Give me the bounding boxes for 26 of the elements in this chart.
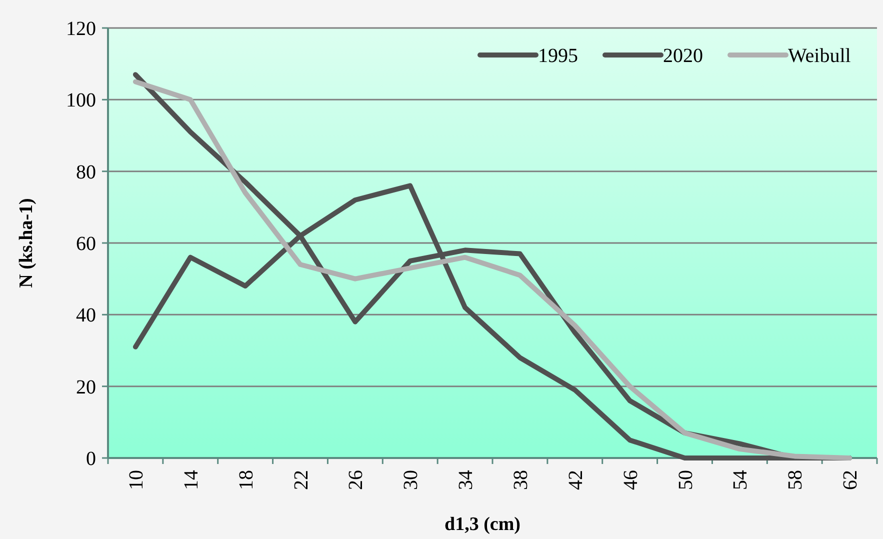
y-axis-title: N (ks.ha-1) — [16, 198, 37, 288]
x-tick-label: 10 — [125, 470, 148, 490]
x-tick-label: 54 — [730, 470, 752, 490]
x-tick-label: 26 — [345, 470, 368, 490]
legend-label: Weibull — [788, 45, 852, 67]
y-tick-label: 40 — [76, 304, 96, 327]
y-tick-label: 120 — [66, 18, 96, 40]
y-tick-label: 100 — [66, 90, 96, 112]
x-tick-label: 22 — [290, 470, 312, 490]
legend-label: 2020 — [663, 45, 703, 67]
x-tick-label: 42 — [564, 470, 587, 490]
y-tick-label: 80 — [76, 161, 96, 184]
y-tick-label: 0 — [86, 448, 96, 470]
y-tick-label: 60 — [76, 233, 96, 255]
x-tick-label: 46 — [620, 470, 642, 490]
x-tick-label: 50 — [674, 470, 697, 490]
y-tick-label: 20 — [76, 376, 96, 398]
x-tick-label: 18 — [235, 470, 258, 490]
x-axis-title: d1,3 (cm) — [444, 514, 520, 535]
x-tick-label: 38 — [510, 470, 532, 490]
x-tick-label: 62 — [840, 470, 862, 490]
legend-label: 1995 — [538, 45, 578, 67]
x-tick-label: 14 — [180, 470, 202, 490]
x-tick-label: 34 — [455, 470, 478, 490]
x-tick-label: 30 — [400, 470, 422, 490]
x-tick-label: 58 — [784, 470, 807, 490]
